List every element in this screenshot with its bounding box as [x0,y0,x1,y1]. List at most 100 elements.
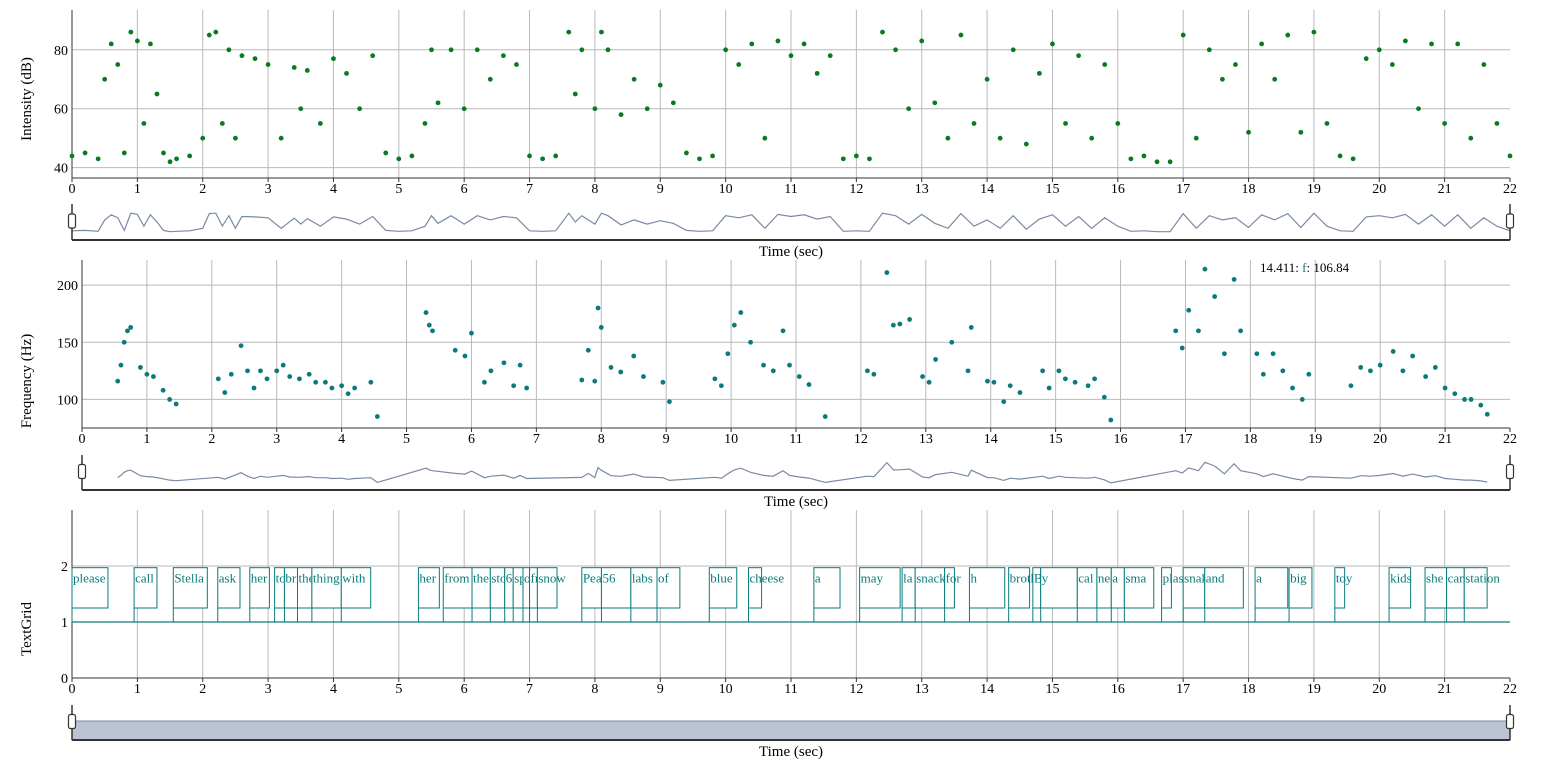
interval-text: sma [1125,571,1146,586]
intensity-overview[interactable] [67,204,1515,241]
x-tick-label: 5 [395,682,402,697]
data-point [226,47,232,53]
interval-label[interactable]: big [1288,567,1313,622]
interval-label[interactable]: kids [1388,567,1412,622]
pitch-overview[interactable] [77,455,1515,491]
range-start-handle[interactable] [77,463,87,480]
data-point [1270,351,1276,357]
data-point [306,371,312,377]
interval-label[interactable]: h [968,567,1006,622]
interval-label[interactable]: snow [536,567,566,622]
interval-label[interactable]: sma [1123,567,1155,622]
data-point [1046,385,1052,391]
interval-label[interactable]: a [1254,567,1289,622]
interval-label[interactable]: for [944,567,962,622]
interval-text: bri [285,571,300,586]
interval-text: with [342,571,366,586]
x-axis-label: Time (sec) [759,744,823,760]
range-end-handle[interactable] [1505,213,1515,229]
interval-label[interactable]: la [901,567,916,622]
interval-label[interactable]: can [1446,567,1467,622]
interval-label[interactable]: call [133,567,158,622]
interval-label[interactable]: ask [217,567,241,622]
interval-label[interactable]: snack [914,567,946,622]
data-point [1423,374,1429,379]
interval-label[interactable]: bri [283,567,300,622]
data-point [274,368,280,374]
interval-label[interactable]: her [417,567,440,622]
data-point [712,376,718,382]
range-start-handle[interactable] [67,713,77,730]
textgrid-overview[interactable] [67,705,1515,741]
data-point [138,365,143,370]
overview-line [71,212,1511,233]
interval-label[interactable]: blue [708,567,738,622]
interval-label[interactable]: with [340,567,372,622]
data-point [134,38,140,44]
interval-label[interactable]: may [859,567,901,622]
interval-text: big [1290,571,1307,586]
interval-label[interactable]: from [442,567,473,622]
interval-label[interactable]: y [1040,567,1078,622]
interval-label[interactable]: Peas [581,567,607,622]
data-point [200,135,206,141]
x-tick-label: 21 [1438,182,1452,197]
x-tick-label: 22 [1503,182,1517,197]
data-point [251,385,257,391]
data-point [374,414,380,419]
x-tick-label: 15 [1045,682,1059,697]
data-point [657,82,663,88]
interval-text: she [1426,571,1444,586]
interval-label[interactable]: toy [1334,567,1353,622]
interval-text: and [1206,571,1225,586]
y-tick-label: 80 [54,44,68,59]
data-point [265,62,271,67]
x-tick-label: 21 [1438,682,1452,697]
range-start-handle[interactable] [67,213,77,229]
interval-label[interactable]: cal [1076,567,1098,622]
interval-label[interactable]: and [1204,567,1244,622]
data-point [357,106,362,112]
data-point [920,374,925,379]
interval-label[interactable]: Stella [172,567,208,622]
data-point [1108,417,1114,423]
interval-label[interactable]: sto [489,567,506,622]
x-tick-label: 15 [1045,182,1059,197]
interval-label[interactable]: thing [311,567,342,622]
interval-label[interactable]: her [249,567,270,622]
interval-label[interactable]: station [1463,567,1500,622]
interval-text: labs [632,571,653,586]
data-point [228,371,234,377]
data-point [304,68,310,73]
data-point [452,347,458,353]
data-point [787,362,792,368]
range-end-handle[interactable] [1505,463,1515,480]
interval-label[interactable]: a [813,567,841,622]
data-point [1337,153,1343,159]
interval-text: Peas [583,571,607,586]
range-end-handle[interactable] [1505,713,1515,730]
interval-label[interactable]: the [471,567,491,622]
data-point [945,135,951,141]
interval-label[interactable]: cheese [748,567,785,622]
interval-box [1463,567,1488,609]
data-point [239,53,245,59]
data-point [1023,141,1029,147]
interval-label[interactable]: please [71,567,109,622]
interval-label[interactable]: 56 [600,567,632,622]
interval-label[interactable]: labs [630,567,658,622]
data-point [770,368,776,374]
data-point [1290,385,1295,391]
data-point [1376,47,1382,53]
data-point [775,38,781,44]
interval-label[interactable]: 6 [504,567,514,622]
x-tick-label: 9 [657,682,664,697]
x-tick-label: 5 [395,182,402,197]
interval-box [1254,567,1289,609]
interval-label[interactable]: a [1110,567,1125,622]
interval-box [1161,567,1172,609]
x-tick-label: 4 [330,182,337,197]
interval-label[interactable]: of [656,567,681,622]
interval-label[interactable]: she [1424,567,1448,622]
data-point [121,339,127,345]
